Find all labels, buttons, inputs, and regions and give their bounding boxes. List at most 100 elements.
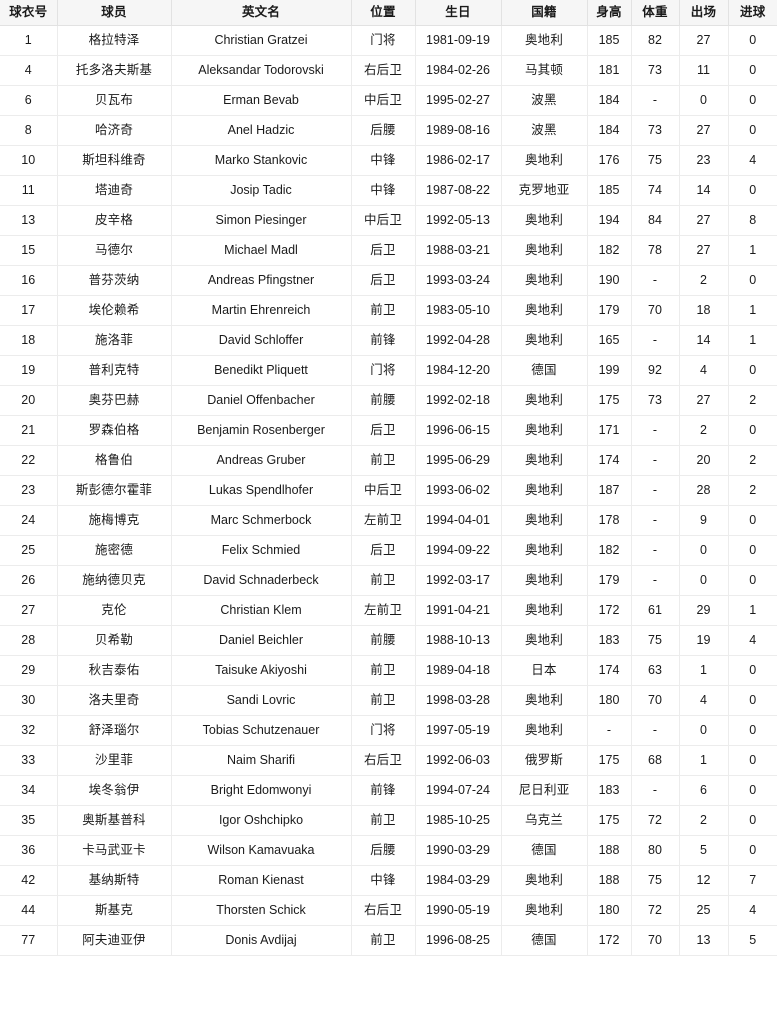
cell-apps: 14 [679, 325, 729, 356]
cell-position: 中后卫 [351, 85, 416, 116]
cell-number: 28 [0, 625, 58, 656]
cell-goals: 5 [728, 925, 777, 956]
table-row[interactable]: 77 阿夫迪亚伊 Donis Avdijaj 前卫 1996-08-25 德国 172 70 1… [0, 925, 777, 956]
cell-name_en: Christian Klem [171, 595, 352, 626]
cell-name_cn: 施纳德贝克 [57, 565, 172, 596]
column-header-nation[interactable]: 国籍 [501, 0, 588, 26]
cell-birthday: 1984-03-29 [415, 865, 502, 896]
table-row[interactable]: 29 秋吉泰佑 Taisuke Akiyoshi 前卫 1989-04-18 日本 174 6… [0, 655, 777, 686]
table-row[interactable]: 6 贝瓦布 Erman Bevab 中后卫 1995-02-27 波黑 184-0 0 [0, 85, 777, 116]
cell-name_cn: 奥斯基普科 [57, 805, 172, 836]
cell-name_cn: 奥芬巴赫 [57, 385, 172, 416]
table-row[interactable]: 42 基纳斯特 Roman Kienast 中锋 1984-03-29 奥地利 188 75 1… [0, 865, 777, 896]
table-row[interactable]: 13 皮辛格 Simon Piesinger 中后卫 1992-05-13 奥地利 194 8… [0, 205, 777, 236]
cell-height: 175 [587, 385, 632, 416]
table-row[interactable]: 33 沙里菲 Naim Sharifi 右后卫 1992-06-03 俄罗斯 175 68 1 0 [0, 745, 777, 776]
table-row[interactable]: 21 罗森伯格 Benjamin Rosenberger 后卫 1996-06-15 奥地… [0, 415, 777, 446]
cell-number: 15 [0, 235, 58, 266]
cell-height: 174 [587, 655, 632, 686]
cell-birthday: 1981-09-19 [415, 25, 502, 56]
header-row: 球衣号 球员 英文名 位置 生日 国籍 身高 体重 出场 进球 [0, 0, 777, 26]
table-row[interactable]: 10 斯坦科维奇 Marko Stankovic 中锋 1986-02-17 奥地利 176… [0, 145, 777, 176]
column-header-weight[interactable]: 体重 [631, 0, 680, 26]
table-row[interactable]: 36 卡马武亚卡 Wilson Kamavuaka 后腰 1990-03-29 德国 188… [0, 835, 777, 866]
column-header-name_en[interactable]: 英文名 [171, 0, 352, 26]
table-row[interactable]: 30 洛夫里奇 Sandi Lovric 前卫 1998-03-28 奥地利 180 70 4 0 [0, 685, 777, 716]
cell-weight: 68 [631, 745, 680, 776]
cell-apps: 5 [679, 835, 729, 866]
cell-nation: 奥地利 [501, 625, 588, 656]
column-header-birthday[interactable]: 生日 [415, 0, 502, 26]
cell-name_cn: 马德尔 [57, 235, 172, 266]
table-row[interactable]: 15 马德尔 Michael Madl 后卫 1988-03-21 奥地利 182 78 27 1 [0, 235, 777, 266]
column-header-number[interactable]: 球衣号 [0, 0, 58, 26]
cell-name_cn: 哈济奇 [57, 115, 172, 146]
table-row[interactable]: 22 格鲁伯 Andreas Gruber 前卫 1995-06-29 奥地利 174-20… [0, 445, 777, 476]
table-row[interactable]: 16 普芬茨纳 Andreas Pfingstner 后卫 1993-03-24 奥地利 1… [0, 265, 777, 296]
table-row[interactable]: 17 埃伦赖希 Martin Ehrenreich 前卫 1983-05-10 奥地利 17… [0, 295, 777, 326]
cell-name_en: Josip Tadic [171, 175, 352, 206]
cell-apps: 27 [679, 205, 729, 236]
column-header-position[interactable]: 位置 [351, 0, 416, 26]
cell-name_en: Lukas Spendlhofer [171, 475, 352, 506]
cell-goals: 8 [728, 205, 777, 236]
table-row[interactable]: 27 克伦 Christian Klem 左前卫 1991-04-21 奥地利 172 61 2… [0, 595, 777, 626]
cell-height: 172 [587, 595, 632, 626]
cell-position: 门将 [351, 355, 416, 386]
cell-position: 前卫 [351, 445, 416, 476]
cell-name_en: Marc Schmerbock [171, 505, 352, 536]
table-row[interactable]: 23 斯彭德尔霍菲 Lukas Spendlhofer 中后卫 1993-06-02 奥地… [0, 475, 777, 506]
cell-name_en: Donis Avdijaj [171, 925, 352, 956]
column-header-goals[interactable]: 进球 [728, 0, 777, 26]
cell-apps: 1 [679, 655, 729, 686]
cell-birthday: 1983-05-10 [415, 295, 502, 326]
table-row[interactable]: 26 施纳德贝克 David Schnaderbeck 前卫 1992-03-17 奥地利… [0, 565, 777, 596]
cell-birthday: 1994-09-22 [415, 535, 502, 566]
cell-name_cn: 秋吉泰佑 [57, 655, 172, 686]
cell-apps: 1 [679, 745, 729, 776]
cell-name_en: Taisuke Akiyoshi [171, 655, 352, 686]
cell-name_cn: 格鲁伯 [57, 445, 172, 476]
table-row[interactable]: 4 托多洛夫斯基 Aleksandar Todorovski 右后卫 1984-02-2… [0, 55, 777, 86]
cell-birthday: 1984-12-20 [415, 355, 502, 386]
cell-height: 179 [587, 565, 632, 596]
cell-position: 左前卫 [351, 505, 416, 536]
table-row[interactable]: 34 埃冬翁伊 Bright Edomwonyi 前锋 1994-07-24 尼日利亚 18… [0, 775, 777, 806]
column-header-apps[interactable]: 出场 [679, 0, 729, 26]
cell-goals: 0 [728, 85, 777, 116]
cell-apps: 27 [679, 115, 729, 146]
table-row[interactable]: 11 塔迪奇 Josip Tadic 中锋 1987-08-22 克罗地亚 185 74 14 0 [0, 175, 777, 206]
table-row[interactable]: 28 贝希勒 Daniel Beichler 前腰 1988-10-13 奥地利 183 75… [0, 625, 777, 656]
cell-nation: 波黑 [501, 85, 588, 116]
table-row[interactable]: 25 施密德 Felix Schmied 后卫 1994-09-22 奥地利 182-0 0 [0, 535, 777, 566]
cell-goals: 0 [728, 835, 777, 866]
cell-apps: 25 [679, 895, 729, 926]
table-row[interactable]: 20 奥芬巴赫 Daniel Offenbacher 前腰 1992-02-18 奥地利 1… [0, 385, 777, 416]
cell-nation: 日本 [501, 655, 588, 686]
table-row[interactable]: 35 奥斯基普科 Igor Oshchipko 前卫 1985-10-25 乌克兰 175 7… [0, 805, 777, 836]
cell-height: 185 [587, 25, 632, 56]
column-header-name_cn[interactable]: 球员 [57, 0, 172, 26]
table-row[interactable]: 18 施洛菲 David Schloffer 前锋 1992-04-28 奥地利 165-1… [0, 325, 777, 356]
column-header-height[interactable]: 身高 [587, 0, 632, 26]
cell-birthday: 1988-10-13 [415, 625, 502, 656]
cell-name_en: Anel Hadzic [171, 115, 352, 146]
cell-position: 前腰 [351, 625, 416, 656]
table-row[interactable]: 24 施梅博克 Marc Schmerbock 左前卫 1994-04-01 奥地利 178… [0, 505, 777, 536]
table-row[interactable]: 19 普利克特 Benedikt Pliquett 门将 1984-12-20 德国 199… [0, 355, 777, 386]
cell-name_en: David Schnaderbeck [171, 565, 352, 596]
cell-goals: 1 [728, 595, 777, 626]
cell-nation: 德国 [501, 835, 588, 866]
table-row[interactable]: 32 舒泽瑙尔 Tobias Schutzenauer 门将 1997-05-19 奥地利… [0, 715, 777, 746]
table-row[interactable]: 8 哈济奇 Anel Hadzic 后腰 1989-08-16 波黑 184 73 27 0 [0, 115, 777, 146]
cell-name_en: Erman Bevab [171, 85, 352, 116]
cell-height: 183 [587, 775, 632, 806]
cell-apps: 0 [679, 565, 729, 596]
cell-apps: 4 [679, 685, 729, 716]
cell-nation: 马其顿 [501, 55, 588, 86]
cell-apps: 11 [679, 55, 729, 86]
cell-number: 36 [0, 835, 58, 866]
table-row[interactable]: 44 斯基克 Thorsten Schick 右后卫 1990-05-19 奥地利 180 7… [0, 895, 777, 926]
table-row[interactable]: 1 格拉特泽 Christian Gratzei 门将 1981-09-19 奥地利 185… [0, 25, 777, 56]
cell-birthday: 1994-04-01 [415, 505, 502, 536]
